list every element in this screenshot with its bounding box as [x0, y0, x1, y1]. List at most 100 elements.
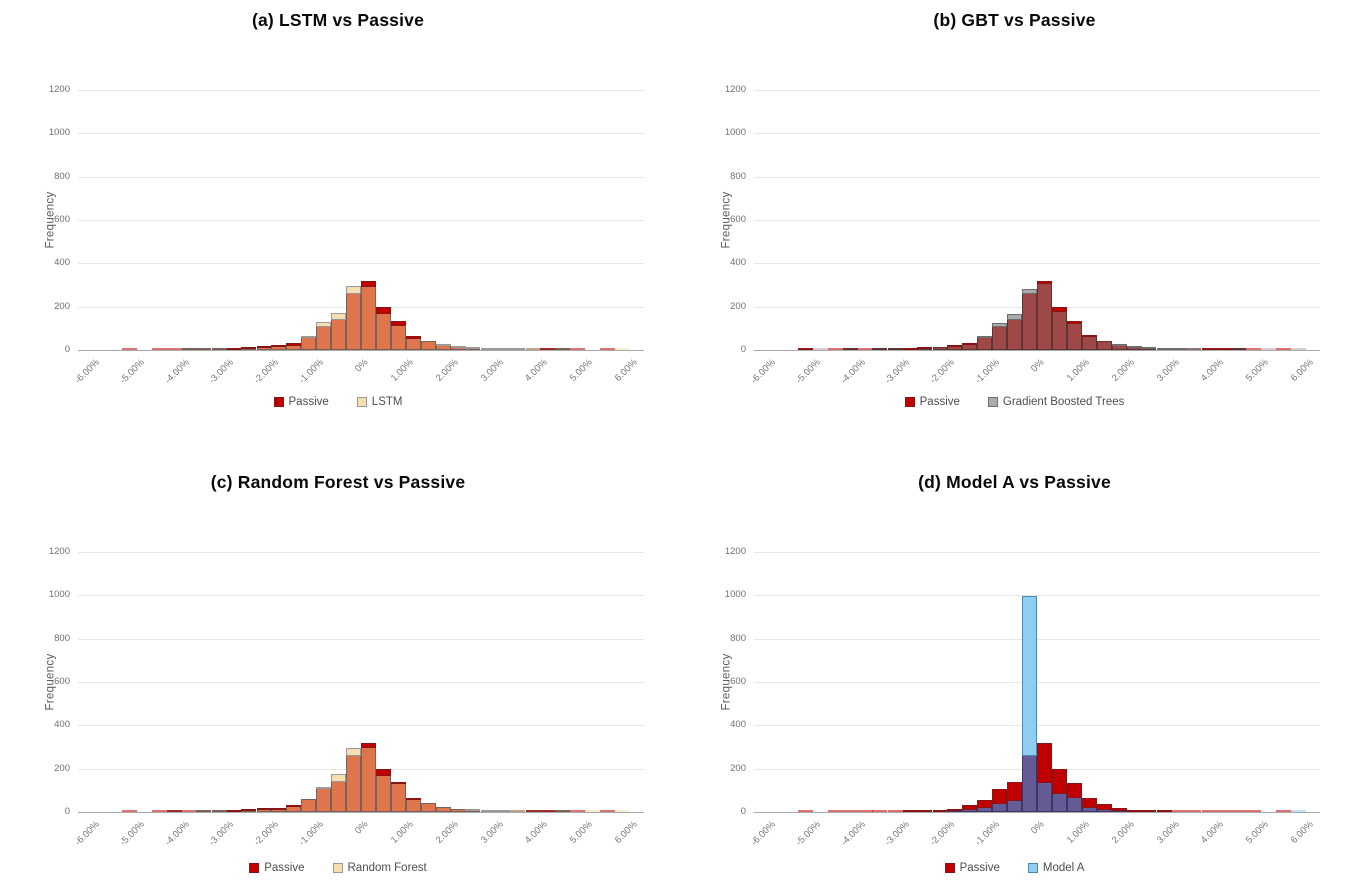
- histogram-bar-passive: [977, 800, 993, 808]
- x-tick-label: 4.00%: [1199, 357, 1227, 384]
- x-tick-label: -5.00%: [793, 357, 823, 387]
- histogram-bar-passive: [166, 809, 182, 812]
- x-tick-label: -4.00%: [162, 357, 192, 387]
- legend-item-passive: Passive: [249, 862, 305, 874]
- histogram-bar-overlap: [1037, 781, 1052, 812]
- y-tick-label: 1000: [724, 589, 746, 601]
- histogram-bar-passive: [902, 347, 918, 350]
- histogram-bar-overlap: [420, 341, 436, 350]
- histogram-bar-passive: [166, 348, 182, 350]
- histogram-bar-overlap: [375, 313, 391, 350]
- histogram-bar-passive: [1081, 334, 1097, 337]
- x-tick-label: 6.00%: [612, 819, 640, 846]
- histogram-bar-overlap: [420, 803, 436, 812]
- histogram-bar-passive: [917, 347, 933, 350]
- x-tick-label: 6.00%: [612, 357, 640, 384]
- histogram-bar-passive: [375, 768, 391, 777]
- x-tick-label: -3.00%: [207, 357, 237, 387]
- x-tick-label: 0%: [353, 357, 371, 375]
- panel-gbt-vs-passive: (b) GBT vs Passive Frequency 0 200 400 600 8…: [676, 0, 1353, 444]
- histogram-bar-passive: [857, 348, 873, 350]
- legend-item-model: Model A: [1027, 862, 1084, 874]
- histogram-bar-passive: [1186, 810, 1202, 812]
- histogram-bar-overlap: [391, 782, 406, 812]
- histogram-bar-overlap: [330, 318, 346, 350]
- histogram-bar-model: [1111, 343, 1127, 346]
- x-tick-label: 0%: [353, 819, 371, 837]
- histogram-bar-passive: [405, 797, 421, 800]
- histogram-bar-passive: [405, 335, 421, 340]
- histogram-bar-overlap: [450, 808, 466, 812]
- gridline: [78, 638, 644, 640]
- histogram-bar-passive: [1006, 781, 1022, 802]
- histogram-bar-passive: [181, 810, 197, 812]
- histogram-bar-overlap: [435, 806, 451, 812]
- histogram-bar-passive: [962, 342, 978, 345]
- histogram-bar-model: [330, 774, 346, 782]
- y-tick-label: 1200: [48, 84, 70, 95]
- histogram-bar-overlap: [361, 286, 376, 350]
- x-tick-label: -2.00%: [252, 819, 282, 849]
- y-tick-label: 0: [64, 806, 70, 817]
- gridline: [754, 350, 1320, 351]
- x-tick-label: 2.00%: [433, 357, 461, 384]
- y-tick-label: 200: [54, 300, 70, 312]
- histogram-bar-passive: [271, 345, 287, 348]
- x-tick-label: 5.00%: [1244, 819, 1271, 846]
- x-tick-label: -2.00%: [928, 357, 958, 387]
- histogram-bar-passive: [827, 348, 843, 350]
- x-tick-label: 3.00%: [478, 357, 506, 384]
- histogram-bar-model: [495, 809, 511, 812]
- x-tick-label: 0%: [1029, 819, 1047, 837]
- x-tick-label: 4.00%: [523, 819, 551, 846]
- plot-area: Frequency 0 200 400 600 800 1000 1200 -6.00% -5.…: [721, 547, 1320, 848]
- histogram-bar-overlap: [1051, 792, 1067, 812]
- y-tick-label: 400: [730, 257, 746, 269]
- gridline: [78, 350, 644, 351]
- histogram-bar-overlap: [1231, 348, 1247, 350]
- histogram-bar-passive: [1067, 782, 1082, 798]
- histogram-bar-model: [510, 347, 526, 350]
- y-tick-label: 600: [730, 214, 746, 225]
- histogram-bar-overlap: [181, 348, 197, 350]
- histogram-bar-passive: [1246, 348, 1262, 350]
- histogram-bar-overlap: [1081, 335, 1097, 350]
- y-tick-label: 200: [730, 300, 746, 312]
- histogram-bar-passive: [599, 348, 615, 350]
- x-tick-label: -5.00%: [117, 357, 147, 387]
- histogram-bar-passive: [932, 809, 948, 812]
- histogram-bar-model: [435, 343, 451, 346]
- histogram-bar-passive: [902, 810, 918, 812]
- histogram-bar-passive: [1201, 810, 1217, 812]
- x-tick-label: 3.00%: [1154, 819, 1182, 846]
- plot-area: Frequency 0 200 400 600 800 1000 1200 -6.00% -5.…: [45, 547, 644, 848]
- y-tick-label: 1000: [48, 127, 70, 139]
- histogram-bar-passive: [122, 810, 137, 812]
- plot-area: Frequency 0 200 400 600 800 1000 1200 -6.00% -5.…: [45, 85, 644, 386]
- y-tick-label: 0: [740, 344, 746, 355]
- gridline: [754, 220, 1320, 221]
- histogram-bar-passive: [241, 347, 257, 350]
- histogram-bar-overlap: [1067, 322, 1082, 350]
- panel-model-a-vs-passive: (d) Model A vs Passive Frequency 0 200 400…: [676, 444, 1353, 888]
- histogram-bar-passive: [226, 347, 242, 350]
- histogram-bar-passive: [917, 809, 933, 812]
- histogram-bar-passive: [570, 348, 586, 350]
- histogram-bar-model: [510, 809, 526, 812]
- histogram-bar-model: [1141, 346, 1157, 349]
- histogram-bar-overlap: [992, 326, 1008, 350]
- x-tick-label: 3.00%: [1154, 357, 1182, 384]
- histogram-bar-passive: [887, 810, 903, 812]
- gridline: [78, 90, 644, 91]
- histogram-bar-overlap: [1067, 796, 1082, 812]
- gridline: [78, 176, 644, 178]
- x-tick-label: 1.00%: [1064, 819, 1092, 846]
- legend-label: Passive: [959, 862, 1000, 874]
- x-tick-label: 6.00%: [1288, 357, 1316, 384]
- histogram-bar-model: [585, 810, 601, 812]
- gridline: [754, 595, 1320, 597]
- histogram-bar-overlap: [196, 810, 212, 812]
- y-tick-label: 800: [54, 632, 70, 644]
- x-tick-label: 4.00%: [1199, 819, 1227, 846]
- plot-area: Frequency 0 200 400 600 800 1000 1200 -6.00% -5.…: [721, 85, 1320, 386]
